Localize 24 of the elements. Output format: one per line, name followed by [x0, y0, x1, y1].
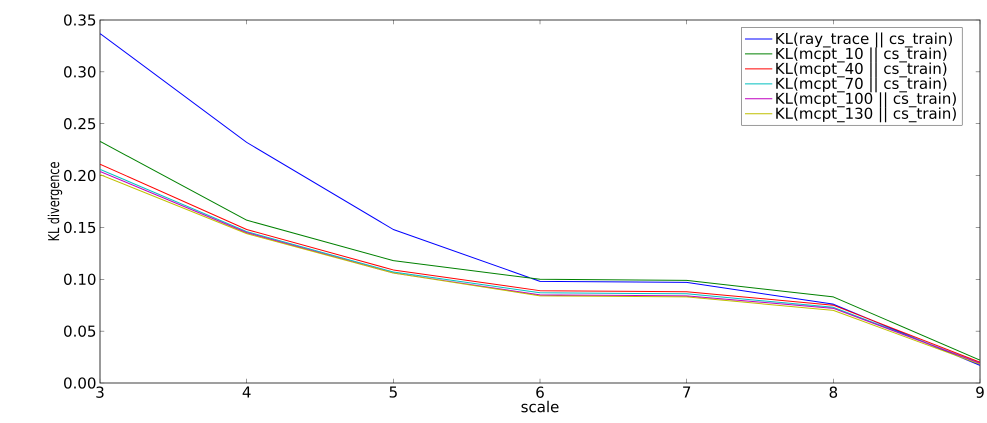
legend-label: KL(mcpt_10 || cs_train) — [776, 47, 946, 62]
legend-label: KL(mcpt_130 || cs_train) — [776, 107, 956, 122]
x-tick-label: 6 — [536, 386, 544, 398]
y-tick-label: 0.00 — [64, 377, 96, 389]
legend-label: KL(mcpt_70 || cs_train) — [776, 77, 946, 92]
y-tick-label: 0.35 — [64, 14, 96, 26]
y-axis-title: KL divergence — [48, 162, 62, 240]
y-tick-label: 0.25 — [64, 118, 96, 130]
x-tick-label: 5 — [390, 386, 397, 398]
x-tick-label: 7 — [683, 386, 690, 398]
x-axis-title: scale — [521, 400, 559, 412]
y-tick-label: 0.10 — [64, 274, 96, 285]
line-series — [100, 32, 980, 366]
y-tick-label: 0.20 — [64, 170, 96, 182]
legend-label: KL(mcpt_40 || cs_train) — [776, 62, 946, 78]
legend-label: KL(ray_trace || cs_train) — [776, 32, 952, 48]
x-tick-label: 8 — [830, 386, 838, 398]
y-tick-label: 0.30 — [64, 66, 96, 78]
y-tick-label: 0.05 — [64, 325, 96, 337]
x-tick-label: 9 — [976, 386, 984, 398]
x-tick-label: 3 — [96, 386, 104, 398]
x-tick-label: 4 — [242, 386, 251, 398]
y-tick-label: 0.15 — [64, 222, 96, 234]
legend-label: KL(mcpt_100 || cs_train) — [776, 92, 956, 108]
